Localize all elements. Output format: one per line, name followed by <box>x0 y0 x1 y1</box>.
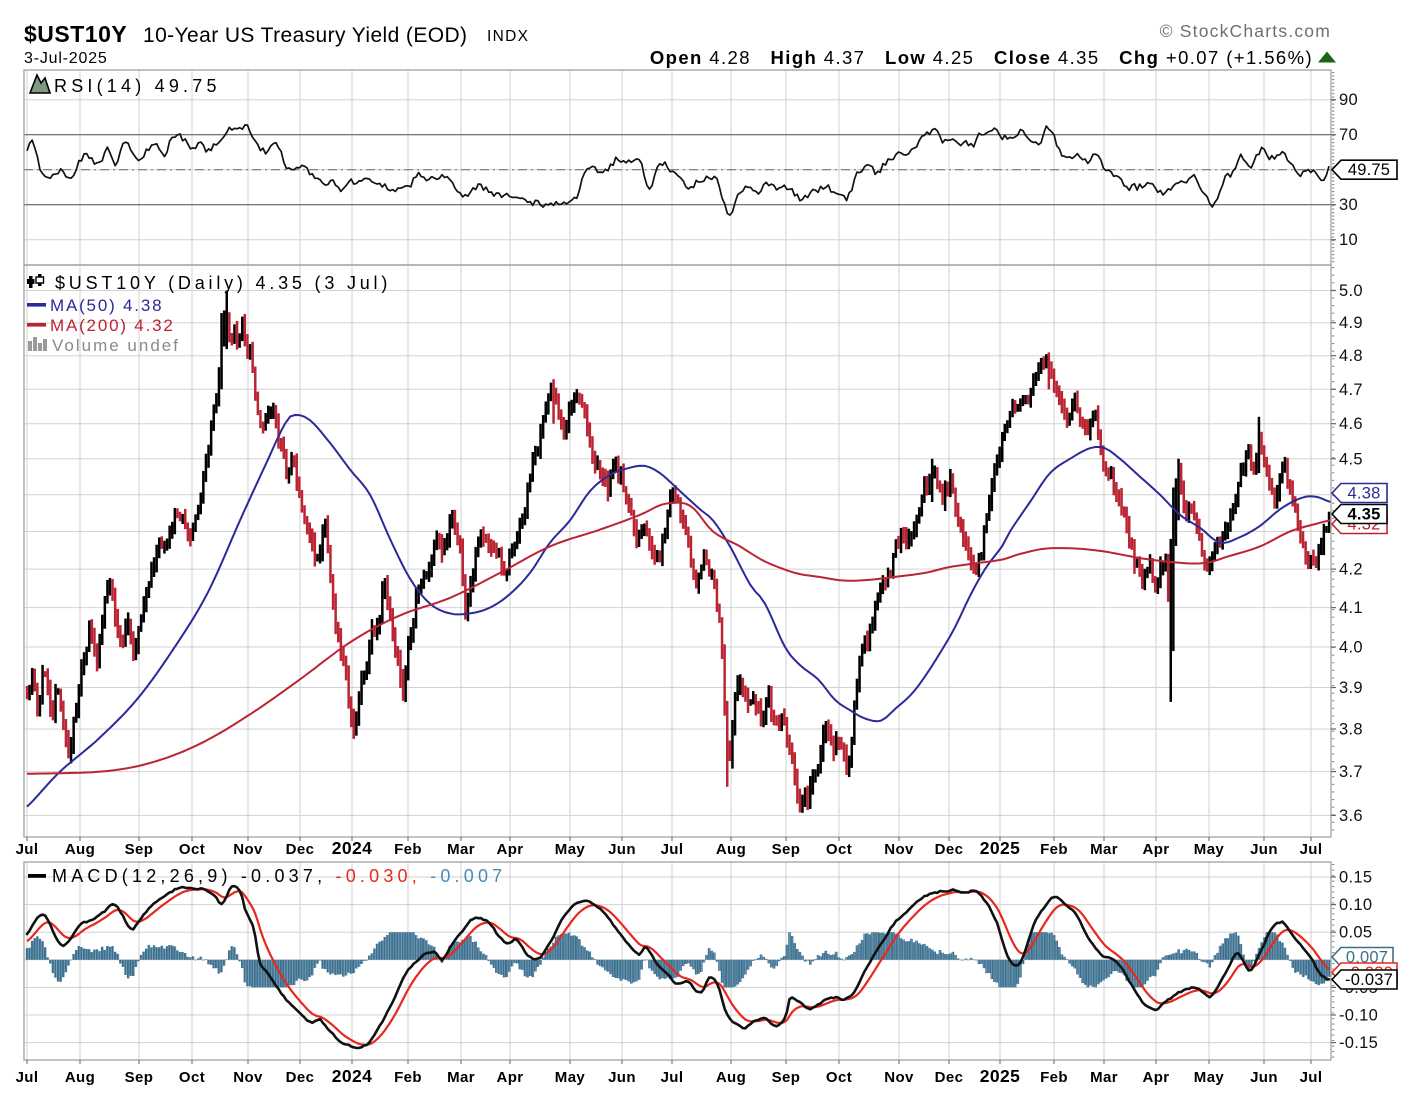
svg-text:3.7: 3.7 <box>1339 763 1363 781</box>
svg-text:$UST10Y: $UST10Y <box>24 21 127 47</box>
svg-text:4.35: 4.35 <box>1348 506 1381 524</box>
svg-text:10: 10 <box>1339 231 1358 249</box>
svg-text:Dec: Dec <box>286 1069 315 1086</box>
svg-text:Jul: Jul <box>661 841 684 858</box>
svg-text:Nov: Nov <box>233 841 263 858</box>
svg-text:Oct: Oct <box>826 1069 852 1086</box>
svg-text:Nov: Nov <box>884 841 914 858</box>
svg-text:Open 4.28 High 4.37 Low 4.: Open 4.28 High 4.37 Low 4.25 Close 4.35 … <box>650 47 1313 68</box>
svg-text:49.75: 49.75 <box>1348 161 1390 179</box>
svg-text:4.1: 4.1 <box>1339 599 1363 617</box>
svg-text:Sep: Sep <box>125 1069 154 1086</box>
svg-text:3.8: 3.8 <box>1339 721 1363 739</box>
svg-text:RSI(14) 49.75: RSI(14) 49.75 <box>54 76 221 96</box>
svg-text:3-Jul-2025: 3-Jul-2025 <box>24 50 108 67</box>
svg-text:Nov: Nov <box>233 1069 263 1086</box>
svg-text:MACD(12,26,9) -0.037, -0.030,: MACD(12,26,9) -0.037, -0.030, -0.007 <box>52 866 506 886</box>
svg-text:Apr: Apr <box>1142 841 1169 858</box>
svg-text:Jul: Jul <box>16 841 39 858</box>
svg-text:30: 30 <box>1339 196 1358 214</box>
svg-text:Dec: Dec <box>935 1069 964 1086</box>
svg-text:Feb: Feb <box>1040 841 1068 858</box>
svg-text:0.007: 0.007 <box>1346 949 1388 967</box>
svg-text:-0.037: -0.037 <box>1345 971 1393 989</box>
svg-text:Jul: Jul <box>661 1069 684 1086</box>
svg-text:3.6: 3.6 <box>1339 807 1363 825</box>
svg-text:10-Year US Treasury Yield (EOD: 10-Year US Treasury Yield (EOD) <box>143 24 467 47</box>
svg-text:2024: 2024 <box>332 838 373 858</box>
svg-text:Jul: Jul <box>1300 1069 1323 1086</box>
svg-text:Dec: Dec <box>935 841 964 858</box>
svg-text:Oct: Oct <box>179 841 205 858</box>
svg-text:Jul: Jul <box>1300 841 1323 858</box>
svg-text:May: May <box>1194 1069 1225 1086</box>
svg-text:Jun: Jun <box>608 841 636 858</box>
svg-text:Oct: Oct <box>826 841 852 858</box>
svg-text:Apr: Apr <box>496 1069 523 1086</box>
svg-text:2024: 2024 <box>332 1066 373 1086</box>
svg-text:© StockCharts.com: © StockCharts.com <box>1160 21 1331 41</box>
svg-text:Oct: Oct <box>179 1069 205 1086</box>
svg-text:Apr: Apr <box>496 841 523 858</box>
svg-text:Jun: Jun <box>1250 841 1278 858</box>
svg-text:Aug: Aug <box>65 841 95 858</box>
svg-text:4.5: 4.5 <box>1339 450 1363 468</box>
svg-text:MA(200) 4.32: MA(200) 4.32 <box>50 316 175 335</box>
svg-text:Feb: Feb <box>394 841 422 858</box>
svg-text:90: 90 <box>1339 91 1358 109</box>
svg-text:Jun: Jun <box>608 1069 636 1086</box>
svg-text:3.9: 3.9 <box>1339 679 1363 697</box>
svg-text:0.05: 0.05 <box>1339 924 1372 942</box>
svg-text:5.0: 5.0 <box>1339 282 1363 300</box>
svg-text:MA(50) 4.38: MA(50) 4.38 <box>50 296 163 315</box>
svg-text:Sep: Sep <box>772 841 801 858</box>
svg-text:0.15: 0.15 <box>1339 869 1372 887</box>
svg-text:Feb: Feb <box>394 1069 422 1086</box>
svg-text:Aug: Aug <box>716 841 746 858</box>
svg-text:4.38: 4.38 <box>1348 485 1381 503</box>
svg-text:Sep: Sep <box>772 1069 801 1086</box>
svg-text:INDX: INDX <box>487 28 529 45</box>
svg-text:Mar: Mar <box>447 841 475 858</box>
svg-text:Mar: Mar <box>447 1069 475 1086</box>
svg-text:4.0: 4.0 <box>1339 639 1363 657</box>
svg-text:Sep: Sep <box>125 841 154 858</box>
svg-text:-0.10: -0.10 <box>1339 1007 1378 1025</box>
svg-text:2025: 2025 <box>980 1066 1021 1086</box>
svg-text:Volume undef: Volume undef <box>52 336 180 355</box>
svg-text:May: May <box>555 841 586 858</box>
svg-text:Aug: Aug <box>716 1069 746 1086</box>
svg-text:Nov: Nov <box>884 1069 914 1086</box>
svg-text:Jun: Jun <box>1250 1069 1278 1086</box>
svg-text:4.9: 4.9 <box>1339 314 1363 332</box>
svg-text:Dec: Dec <box>286 841 315 858</box>
svg-text:May: May <box>555 1069 586 1086</box>
svg-text:Aug: Aug <box>65 1069 95 1086</box>
svg-text:0.10: 0.10 <box>1339 896 1372 914</box>
svg-text:May: May <box>1194 841 1225 858</box>
svg-text:4.8: 4.8 <box>1339 347 1363 365</box>
svg-text:70: 70 <box>1339 126 1358 144</box>
svg-text:4.7: 4.7 <box>1339 381 1363 399</box>
svg-text:-0.15: -0.15 <box>1339 1034 1378 1052</box>
svg-text:$UST10Y (Daily) 4.35 (3 Jul): $UST10Y (Daily) 4.35 (3 Jul) <box>55 273 391 293</box>
svg-text:Mar: Mar <box>1090 1069 1118 1086</box>
svg-text:Apr: Apr <box>1142 1069 1169 1086</box>
svg-text:Mar: Mar <box>1090 841 1118 858</box>
svg-text:4.2: 4.2 <box>1339 561 1363 579</box>
svg-text:4.6: 4.6 <box>1339 415 1363 433</box>
svg-text:2025: 2025 <box>980 838 1021 858</box>
svg-text:Feb: Feb <box>1040 1069 1068 1086</box>
svg-text:Jul: Jul <box>16 1069 39 1086</box>
